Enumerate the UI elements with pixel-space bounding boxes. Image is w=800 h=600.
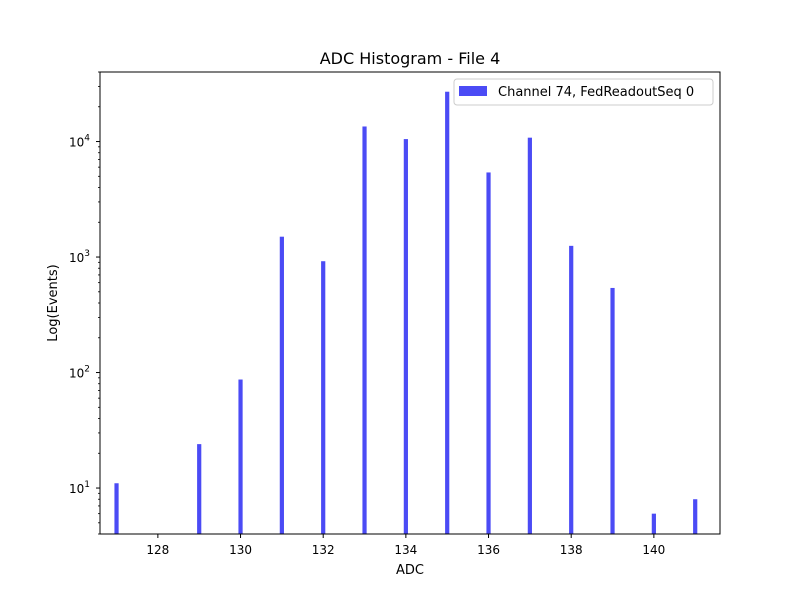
legend: Channel 74, FedReadoutSeq 0 bbox=[453, 78, 714, 106]
bar bbox=[651, 513, 656, 534]
x-tick-label: 138 bbox=[560, 543, 583, 557]
bar bbox=[610, 287, 615, 534]
y-tick-label: 101 bbox=[69, 480, 90, 496]
x-tick-label: 132 bbox=[312, 543, 335, 557]
x-tick-label: 140 bbox=[642, 543, 665, 557]
x-axis-ticks: 128 130 132 134 136 138 140 bbox=[146, 534, 665, 557]
bar bbox=[486, 172, 491, 534]
x-tick-label: 136 bbox=[477, 543, 500, 557]
x-axis-label: ADC bbox=[396, 563, 424, 578]
x-tick-label: 134 bbox=[394, 543, 417, 557]
bars-group bbox=[114, 91, 698, 534]
y-axis-label: Log(Events) bbox=[46, 264, 61, 341]
y-tick-label: 103 bbox=[69, 249, 90, 265]
bar bbox=[445, 91, 450, 534]
bar bbox=[569, 245, 574, 534]
bar bbox=[362, 126, 367, 534]
x-tick-label: 130 bbox=[229, 543, 252, 557]
bar bbox=[114, 483, 119, 534]
legend-swatch bbox=[459, 86, 487, 96]
bar bbox=[527, 137, 532, 534]
legend-box bbox=[453, 78, 714, 106]
y-axis-ticks: 101 102 103 104 bbox=[69, 71, 100, 535]
bar bbox=[693, 499, 698, 534]
bar bbox=[279, 236, 284, 534]
legend-label: Channel 74, FedReadoutSeq 0 bbox=[498, 85, 694, 100]
bar bbox=[403, 139, 408, 534]
bar bbox=[238, 379, 243, 534]
y-tick-label: 102 bbox=[69, 365, 90, 381]
y-tick-label: 104 bbox=[69, 134, 90, 150]
chart-title: ADC Histogram - File 4 bbox=[320, 49, 501, 68]
x-tick-label: 128 bbox=[146, 543, 169, 557]
bar bbox=[321, 261, 326, 534]
bar bbox=[197, 444, 202, 534]
